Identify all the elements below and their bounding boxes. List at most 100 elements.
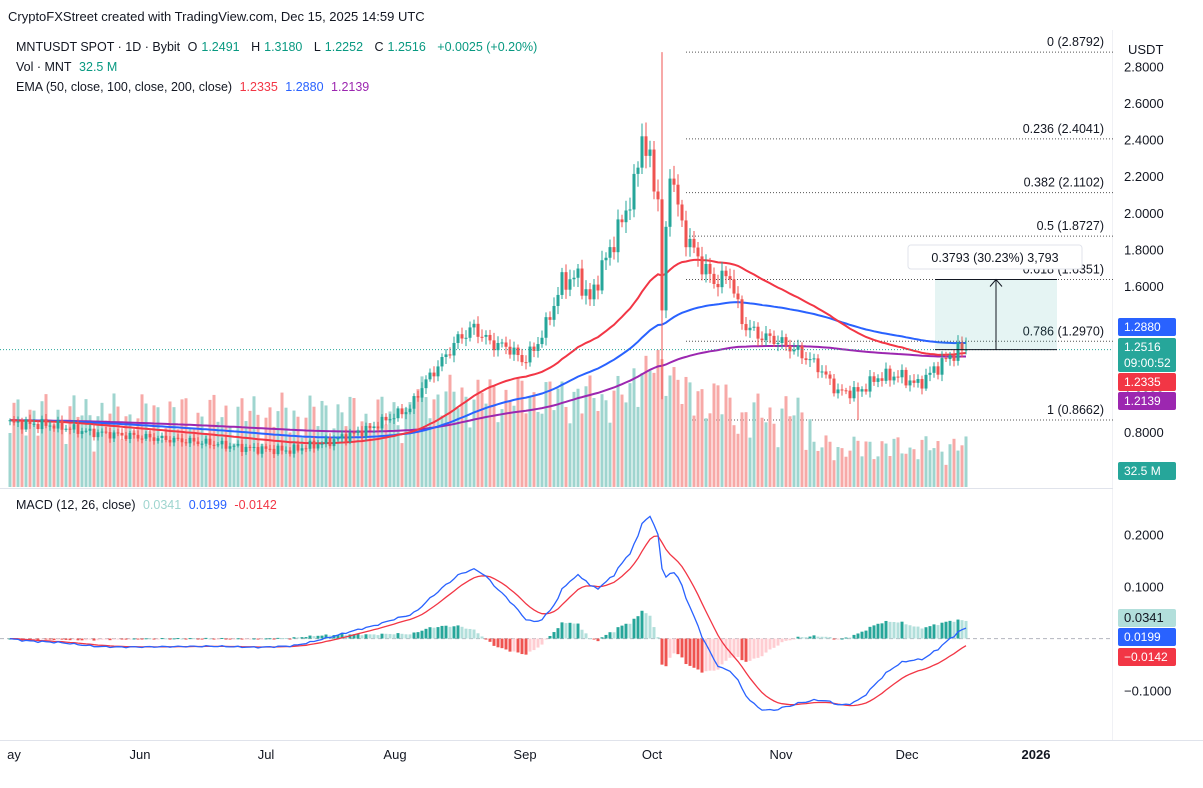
candle-body	[32, 423, 36, 425]
macd-histogram-bar	[80, 638, 84, 641]
volume-bar	[100, 402, 104, 487]
macd-histogram-bar	[700, 638, 704, 673]
macd-histogram-bar	[572, 623, 576, 639]
macd-histogram-bar	[864, 630, 868, 639]
candle-body	[204, 438, 208, 444]
time-tick-label: Oct	[642, 747, 663, 762]
time-tick-label: Jun	[130, 747, 151, 762]
volume-value: 32.5 M	[79, 60, 118, 74]
volume-bar	[484, 403, 488, 487]
macd-histogram-bar	[844, 637, 848, 639]
macd-histogram-bar	[116, 638, 120, 640]
volume-bar	[960, 445, 964, 487]
macd-histogram-bar	[376, 635, 380, 639]
macd-histogram-bar	[144, 638, 148, 640]
volume-bar	[108, 413, 112, 487]
volume-bar	[732, 425, 736, 487]
volume-bar	[480, 392, 484, 487]
macd-histogram-bar	[748, 638, 752, 661]
volume-bar	[216, 421, 220, 487]
volume-bar	[640, 373, 644, 487]
candle-body	[920, 379, 924, 389]
volume-legend[interactable]: Vol · MNT 32.5 M	[16, 60, 121, 74]
macd-legend[interactable]: MACD (12, 26, close) 0.0341 0.0199 -0.01…	[16, 498, 281, 512]
price-tick-label: 2.8000	[1124, 60, 1164, 75]
volume-bar	[500, 409, 504, 487]
macd-histogram-bar	[560, 622, 564, 639]
macd-histogram-bar	[508, 638, 512, 652]
candle-body	[664, 226, 668, 311]
ema-legend[interactable]: EMA (50, close, 100, close, 200, close) …	[16, 80, 373, 94]
time-tick-label: Dec	[895, 747, 919, 762]
macd-histogram-bar	[256, 638, 260, 640]
ema100-badge: 1.2880	[1124, 320, 1161, 334]
symbol-legend[interactable]: MNTUSDT SPOT · 1D · Bybit O 1.2491 H 1.318…	[16, 40, 541, 54]
macd-histogram-bar	[804, 637, 808, 639]
macd-histogram-bar	[532, 638, 536, 651]
candle-body	[92, 428, 96, 438]
macd-histogram-bar	[136, 638, 140, 640]
volume-bar	[872, 459, 876, 487]
volume-bar	[724, 384, 728, 487]
macd-histogram-bar	[420, 630, 424, 639]
macd-histogram-bar	[836, 638, 840, 640]
candle-body	[752, 326, 756, 328]
measure-label-box	[907, 244, 1083, 270]
volume-bar	[712, 383, 716, 487]
macd-histogram-bar	[464, 628, 468, 639]
candle-body	[120, 432, 124, 436]
macd-histogram-bar	[916, 626, 920, 639]
macd-histogram-bar	[908, 625, 912, 639]
macd-histogram-bar	[192, 638, 196, 640]
candle-body	[532, 346, 536, 351]
volume-bar	[816, 450, 820, 487]
candle-body	[928, 372, 932, 375]
volume-bar	[172, 407, 176, 487]
volume-bar	[720, 414, 724, 487]
candle-body	[448, 354, 452, 356]
candle-body	[456, 334, 460, 343]
macd-histogram-bar	[140, 638, 144, 640]
volume-bar	[932, 448, 936, 487]
volume-bar	[20, 428, 24, 487]
ema200-value: 1.2139	[331, 80, 370, 94]
candle-body	[764, 333, 768, 341]
price-tick-label: 2.4000	[1124, 133, 1164, 148]
volume-bar	[708, 413, 712, 487]
candle-body	[104, 431, 108, 433]
candle-body	[548, 317, 552, 320]
candle-body	[820, 371, 824, 373]
volume-bar	[128, 414, 132, 487]
volume-bar	[336, 404, 340, 487]
volume-bar	[868, 441, 872, 487]
volume-bar	[648, 370, 652, 487]
volume-bar	[160, 439, 164, 487]
candle-body	[260, 446, 264, 454]
candle-body	[472, 323, 476, 328]
candle-body	[864, 389, 868, 392]
candle-body	[504, 342, 508, 347]
volume-bar	[492, 386, 496, 487]
candle-body	[424, 379, 428, 389]
macd-histogram-bar	[636, 616, 640, 639]
candle-body	[232, 445, 236, 447]
macd-histogram-bar	[672, 638, 676, 654]
volume-bar	[56, 409, 60, 487]
volume-bar	[360, 421, 364, 487]
ema-label: EMA (50, close, 100, close, 200, close)	[16, 80, 233, 94]
volume-bar	[764, 422, 768, 487]
macd-histogram-bar	[704, 638, 708, 672]
ema200-badge-bg	[1118, 392, 1176, 410]
candle-body	[896, 376, 900, 378]
time-tick-label: Sep	[513, 747, 536, 762]
macd-histogram-bar	[640, 610, 644, 639]
candle-body	[52, 425, 56, 429]
candle-body	[400, 408, 404, 415]
candle-body	[576, 268, 580, 278]
time-tick-label: ay	[7, 747, 21, 762]
volume-bar	[560, 381, 564, 487]
macd-histogram-bar	[540, 638, 544, 645]
volume-bar	[152, 405, 156, 487]
macd-histogram-bar	[436, 627, 440, 639]
